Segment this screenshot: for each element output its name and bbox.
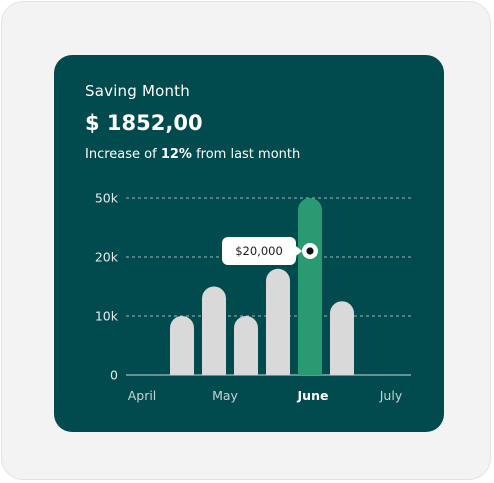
increase-text: Increase of 12% from last month bbox=[85, 147, 300, 162]
marker-dot-inner bbox=[306, 247, 314, 255]
increase-prefix: Increase of bbox=[85, 147, 161, 162]
bar bbox=[170, 316, 194, 375]
tooltip-label: $20,000 bbox=[235, 244, 283, 258]
increase-suffix: from last month bbox=[191, 147, 301, 162]
y-tick-label: 20k bbox=[95, 250, 119, 265]
bar bbox=[202, 286, 226, 375]
bar-highlight bbox=[298, 198, 322, 375]
y-tick-label: 10k bbox=[95, 309, 119, 324]
increase-percent: 12% bbox=[160, 147, 192, 162]
x-tick-label: April bbox=[128, 388, 157, 403]
bar bbox=[330, 301, 354, 375]
x-tick-label: May bbox=[212, 388, 238, 403]
bar bbox=[234, 316, 258, 375]
saving-card: Saving Month $ 1852,00 Increase of 12% f… bbox=[54, 55, 444, 432]
saving-amount: $ 1852,00 bbox=[85, 111, 203, 135]
y-tick-label: 0 bbox=[110, 368, 118, 383]
bar-chart: 0 10k 20k 50k April May June July $20,000 bbox=[95, 191, 411, 403]
card-title: Saving Month bbox=[85, 82, 190, 100]
tooltip-box bbox=[222, 237, 296, 265]
x-tick-label: July bbox=[379, 388, 403, 403]
tooltip-pointer bbox=[296, 246, 302, 256]
x-tick-label: June bbox=[297, 388, 329, 403]
y-tick-label: 50k bbox=[95, 191, 119, 206]
bar bbox=[266, 268, 290, 375]
